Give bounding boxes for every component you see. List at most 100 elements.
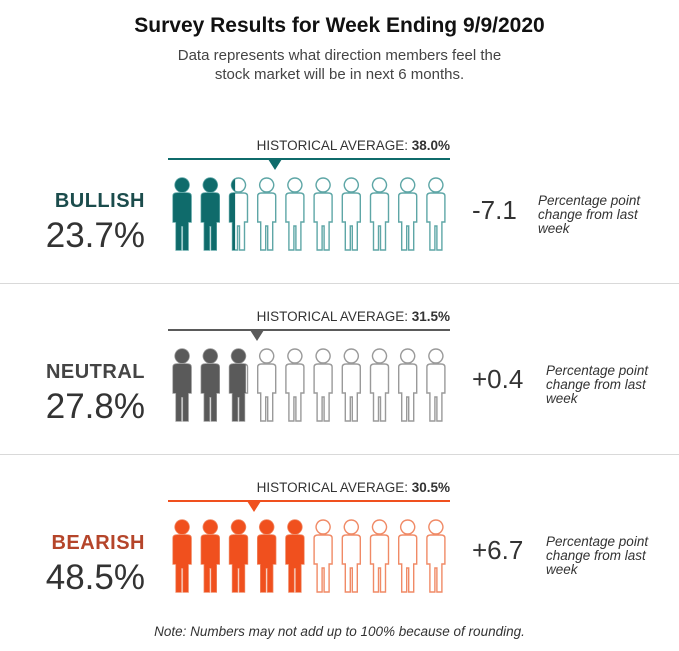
person-fill-group — [201, 520, 220, 592]
person-icon — [341, 177, 362, 251]
person-icon — [256, 177, 277, 251]
historical-average-label: HISTORICAL AVERAGE: 38.0% — [168, 138, 450, 153]
change-note: Percentage point change from last week — [546, 534, 649, 577]
person-icon — [369, 177, 390, 251]
person-icon — [285, 348, 305, 422]
person-icon — [397, 177, 418, 251]
person-outline — [313, 177, 333, 251]
historical-average-line — [168, 500, 450, 502]
person-outline — [256, 177, 277, 251]
person-outline — [341, 348, 362, 422]
change-value: +6.7 — [472, 535, 524, 565]
people-pictograph — [172, 348, 446, 422]
person-fill — [173, 349, 192, 421]
person-fill — [173, 178, 192, 250]
historical-average-text: HISTORICAL AVERAGE: — [256, 138, 408, 153]
person-icon — [426, 519, 446, 593]
person-icon — [426, 348, 446, 422]
person-fill-group — [173, 178, 192, 250]
person-icon — [341, 519, 362, 593]
category-label: BULLISH — [54, 190, 145, 212]
category-percent: 48.5% — [45, 558, 145, 597]
historical-average-marker — [249, 330, 264, 341]
person-icon — [369, 348, 390, 422]
person-fill-group — [229, 520, 248, 592]
category-percent: 27.8% — [45, 387, 145, 426]
person-outline — [397, 177, 418, 251]
change-value: +0.4 — [472, 364, 524, 394]
category-label: NEUTRAL — [45, 361, 145, 383]
person-fill-group — [201, 349, 220, 421]
historical-average-text: HISTORICAL AVERAGE: — [256, 480, 408, 495]
person-outline — [313, 348, 333, 422]
person-icon — [313, 348, 333, 422]
historical-average-value: 38.0% — [411, 138, 450, 153]
person-icon — [369, 519, 390, 593]
category-percent: 23.7% — [45, 216, 145, 255]
person-fill — [229, 349, 246, 421]
historical-average-text: HISTORICAL AVERAGE: — [256, 309, 408, 324]
person-outline — [426, 177, 446, 251]
page-title: Survey Results for Week Ending 9/9/2020 — [134, 14, 545, 37]
person-outline — [256, 348, 277, 422]
bearish-section: HISTORICAL AVERAGE: 30.5% BEARISH 48.5% … — [0, 480, 679, 650]
person-outline — [426, 348, 446, 422]
person-icon — [397, 519, 418, 593]
historical-average-value: 31.5% — [411, 309, 450, 324]
person-icon — [313, 519, 333, 593]
people-pictograph — [172, 177, 446, 251]
person-fill — [201, 349, 220, 421]
person-icon — [426, 177, 446, 251]
person-fill-group — [229, 178, 236, 250]
person-fill — [257, 520, 276, 592]
bullish-section: HISTORICAL AVERAGE: 38.0% BULLISH 23.7% … — [0, 138, 679, 308]
page-subtitle: Data represents what direction members f… — [0, 46, 679, 84]
person-icon — [285, 177, 305, 251]
neutral-section: HISTORICAL AVERAGE: 31.5% NEUTRAL 27.8% … — [0, 309, 679, 479]
person-outline — [369, 348, 390, 422]
person-outline — [369, 519, 390, 593]
historical-average-marker — [247, 501, 261, 512]
historical-average-value: 30.5% — [411, 480, 450, 495]
person-fill — [201, 178, 220, 250]
person-icon — [313, 177, 333, 251]
person-outline — [397, 348, 418, 422]
person-fill — [173, 520, 192, 592]
subtitle-line-2: stock market will be in next 6 months. — [214, 66, 465, 83]
person-outline — [313, 519, 333, 593]
person-outline — [397, 519, 418, 593]
change-note: Percentage point change from last week — [538, 193, 641, 236]
person-fill-group — [173, 520, 192, 592]
person-icon — [341, 348, 362, 422]
historical-average-line — [168, 158, 450, 160]
change-note: Percentage point change from last week — [546, 363, 649, 406]
person-fill-group — [173, 349, 192, 421]
category-label: BEARISH — [51, 532, 145, 554]
person-fill — [229, 520, 248, 592]
historical-average-marker — [268, 159, 283, 170]
person-outline — [285, 177, 305, 251]
section-divider — [0, 283, 679, 284]
subtitle-line-1: Data represents what direction members f… — [177, 47, 502, 64]
footnote: Note: Numbers may not add up to 100% bec… — [154, 624, 525, 639]
person-outline — [369, 177, 390, 251]
person-fill — [229, 178, 236, 250]
person-fill-group — [285, 520, 304, 592]
people-pictograph — [172, 519, 446, 593]
person-fill-group — [201, 178, 220, 250]
person-fill — [285, 520, 304, 592]
person-fill-group — [257, 520, 276, 592]
person-fill — [201, 520, 220, 592]
person-outline — [426, 519, 446, 593]
historical-average-label: HISTORICAL AVERAGE: 30.5% — [168, 480, 450, 495]
historical-average-label: HISTORICAL AVERAGE: 31.5% — [168, 309, 450, 324]
person-outline — [341, 177, 362, 251]
change-value: -7.1 — [472, 195, 517, 225]
section-divider — [0, 454, 679, 455]
person-outline — [285, 348, 305, 422]
person-icon — [397, 348, 418, 422]
person-fill-group — [229, 349, 246, 421]
person-icon — [256, 348, 277, 422]
person-outline — [341, 519, 362, 593]
historical-average-line — [168, 329, 450, 331]
